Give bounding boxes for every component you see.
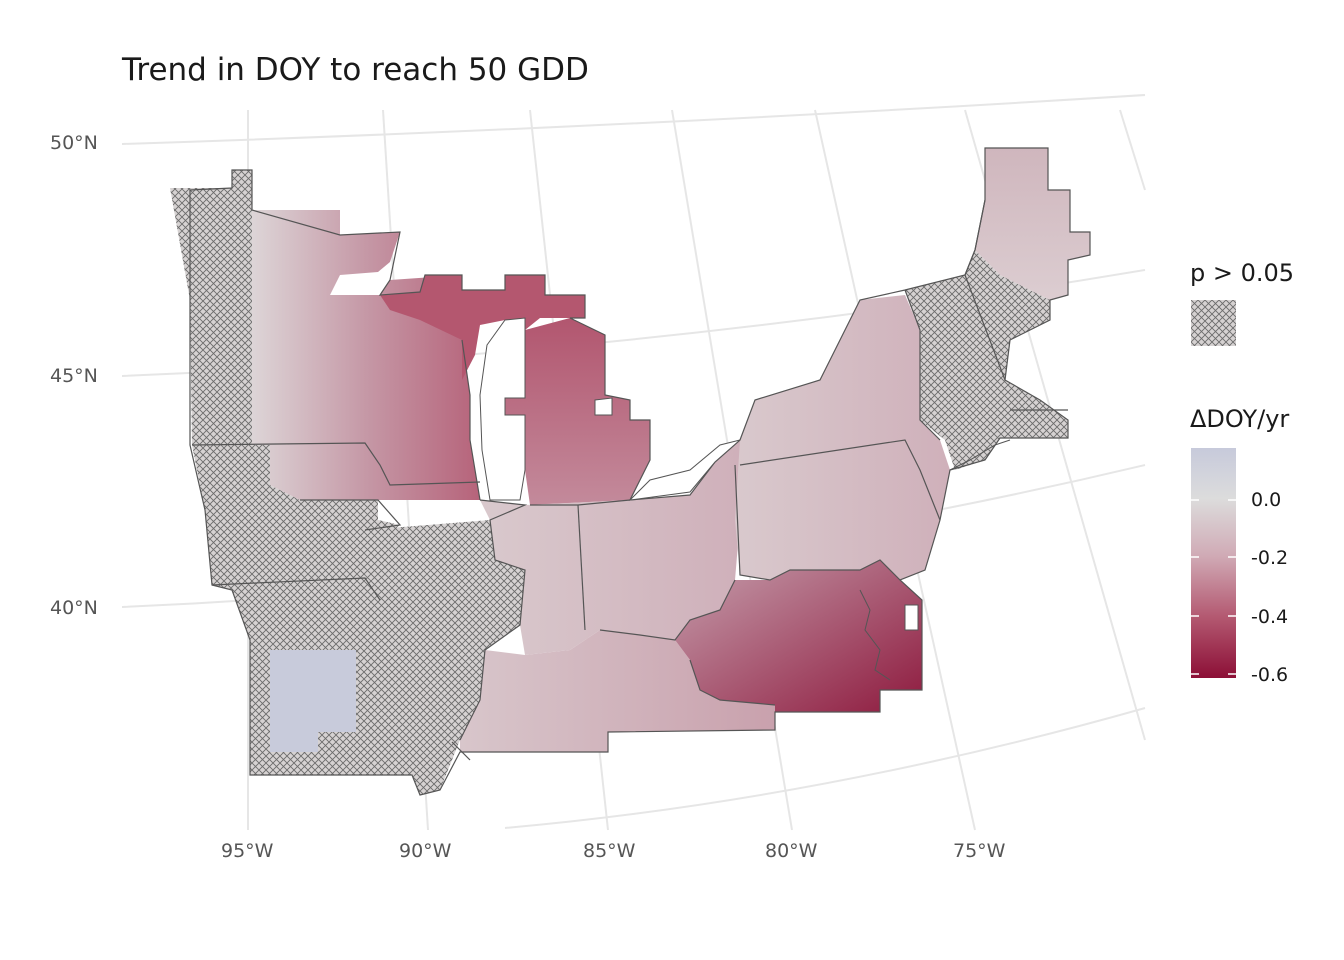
colorbar-tick-2: -0.4	[1251, 606, 1289, 628]
lon-label-75: 75°W	[953, 840, 1006, 862]
hatch-legend-title: p > 0.05	[1190, 259, 1295, 287]
map-title: Trend in DOY to reach 50 GDD	[122, 52, 589, 88]
kentucky-region	[460, 630, 775, 752]
lat-label-40: 40°N	[50, 597, 98, 619]
lon-label-80: 80°W	[765, 840, 818, 862]
michigan-lower-peninsula	[505, 318, 650, 505]
positive-trend-patch	[270, 650, 356, 752]
colorbar	[1191, 448, 1236, 678]
lat-label-50: 50°N	[50, 132, 98, 154]
virginia-region	[675, 560, 922, 712]
colorbar-tick-1: -0.2	[1251, 547, 1289, 569]
colorbar-tick-0: 0.0	[1251, 489, 1282, 511]
great-lakes	[479, 317, 919, 631]
lon-label-90: 90°W	[399, 840, 452, 862]
pennsylvania-newyork-region	[735, 295, 950, 580]
state-borders	[189, 147, 1091, 796]
colorbar-tick-3: -0.6	[1251, 664, 1289, 686]
non-significant-region-northeast	[905, 250, 1068, 470]
non-significant-region-west	[170, 170, 525, 795]
colorbar-title: ΔDOY/yr	[1190, 405, 1290, 433]
hatch-legend-key	[1191, 300, 1236, 346]
lon-label-95: 95°W	[221, 840, 274, 862]
wisconsin-region	[252, 210, 480, 500]
lat-label-45: 45°N	[50, 365, 98, 387]
coastline	[859, 439, 1011, 681]
lon-label-85: 85°W	[583, 840, 636, 862]
ohio-valley-region	[480, 440, 740, 655]
michigan-upper-peninsula	[380, 275, 585, 380]
maine-region	[975, 148, 1090, 300]
